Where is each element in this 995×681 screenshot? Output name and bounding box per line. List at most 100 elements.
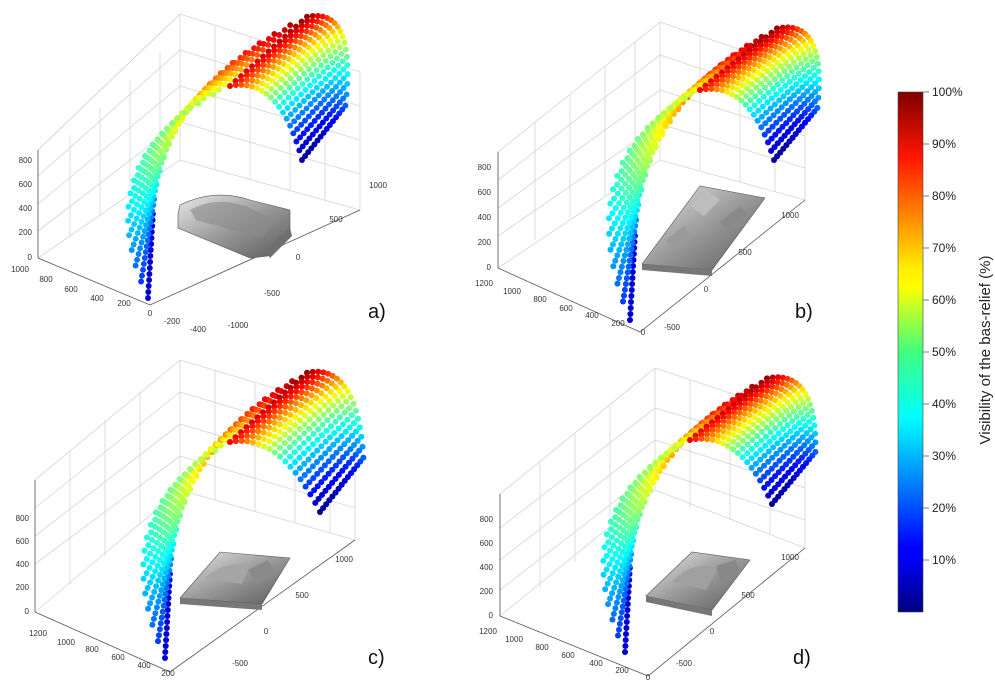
viewpoint-dot bbox=[291, 422, 298, 429]
viewpoint-dot bbox=[626, 316, 634, 324]
viewpoint-dot bbox=[612, 257, 619, 264]
viewpoint-dot bbox=[764, 99, 771, 106]
viewpoint-dot bbox=[158, 614, 165, 621]
viewpoint-dot bbox=[802, 390, 809, 398]
viewpoint-dot bbox=[128, 226, 135, 233]
viewpoint-dot bbox=[342, 428, 349, 435]
x-tick: 1000 bbox=[11, 265, 29, 274]
viewpoint-dot bbox=[316, 407, 323, 414]
viewpoint-dot bbox=[776, 457, 783, 464]
viewpoint-dot bbox=[317, 100, 324, 107]
bas-relief-model bbox=[641, 185, 766, 276]
viewpoint-dot bbox=[793, 81, 800, 88]
viewpoint-dot bbox=[777, 86, 784, 94]
viewpoint-dot bbox=[271, 408, 278, 415]
viewpoint-dots bbox=[600, 374, 819, 656]
viewpoint-dot bbox=[812, 48, 819, 55]
viewpoint-dot bbox=[314, 470, 321, 477]
viewpoint-dot bbox=[140, 575, 147, 582]
viewpoint-dot bbox=[763, 387, 770, 394]
viewpoint-dot bbox=[138, 278, 145, 285]
viewpoint-dot bbox=[632, 479, 639, 486]
viewpoint-dot bbox=[786, 457, 793, 464]
viewpoint-dot bbox=[133, 215, 140, 222]
viewpoint-dot bbox=[630, 208, 637, 215]
viewpoint-dot bbox=[249, 433, 256, 440]
viewpoint-dot bbox=[607, 246, 614, 253]
viewpoint-dot bbox=[798, 60, 805, 67]
viewpoint-dot bbox=[327, 423, 335, 430]
viewpoint-dot bbox=[260, 413, 267, 420]
viewpoint-dot bbox=[308, 392, 315, 399]
viewpoint-dot bbox=[293, 27, 300, 34]
viewpoint-dot bbox=[781, 67, 788, 75]
viewpoint-dot bbox=[320, 52, 327, 59]
viewpoint-dot bbox=[759, 420, 766, 427]
viewpoint-dot bbox=[743, 93, 750, 100]
viewpoint-dot bbox=[315, 92, 322, 99]
viewpoint-dot bbox=[787, 54, 795, 62]
viewpoint-dot bbox=[300, 130, 307, 137]
viewpoint-dot bbox=[629, 268, 636, 276]
y-tick: 500 bbox=[329, 215, 343, 224]
viewpoint-dot bbox=[800, 415, 807, 423]
x-tick: 200 bbox=[615, 666, 629, 675]
viewpoint-dot bbox=[763, 37, 770, 44]
viewpoint-dot bbox=[296, 465, 303, 472]
viewpoint-dot bbox=[268, 85, 275, 92]
viewpoint-dot bbox=[314, 18, 321, 25]
viewpoint-dot bbox=[271, 419, 278, 426]
colorbar-tick-label: 80% bbox=[932, 189, 956, 203]
y-tick: 0 bbox=[264, 627, 269, 636]
viewpoint-dot bbox=[627, 310, 634, 318]
viewpoint-dot bbox=[265, 68, 272, 75]
viewpoint-dot bbox=[314, 374, 321, 381]
viewpoint-dot bbox=[210, 91, 217, 98]
viewpoint-dot bbox=[607, 595, 614, 602]
viewpoint-dot bbox=[673, 100, 680, 107]
viewpoint-dot bbox=[243, 77, 250, 83]
viewpoint-dot bbox=[768, 500, 776, 508]
viewpoint-dot bbox=[604, 580, 611, 587]
viewpoint-dot bbox=[763, 41, 770, 49]
viewpoint-dot bbox=[334, 23, 341, 30]
viewpoint-dot bbox=[626, 235, 633, 242]
viewpoint-dot bbox=[734, 449, 741, 457]
panel-d: 0 200 400 600 800 1200 1000 800 600 400 … bbox=[479, 367, 819, 681]
viewpoint-dot bbox=[719, 81, 726, 88]
viewpoint-dot bbox=[338, 403, 345, 410]
viewpoint-dot bbox=[750, 111, 757, 118]
x-tick: 0 bbox=[148, 309, 153, 318]
viewpoint-dot bbox=[260, 429, 267, 436]
viewpoint-dot bbox=[336, 79, 343, 86]
viewpoint-dot bbox=[269, 70, 276, 77]
viewpoint-dot bbox=[720, 422, 727, 430]
viewpoint-dot bbox=[349, 455, 356, 462]
viewpoint-dot bbox=[301, 430, 308, 437]
viewpoint-dot bbox=[298, 378, 305, 385]
viewpoint-dot bbox=[126, 232, 133, 239]
viewpoint-dot bbox=[255, 45, 262, 52]
viewpoint-dot bbox=[143, 555, 150, 563]
viewpoint-dot bbox=[302, 404, 309, 411]
viewpoint-dot bbox=[772, 473, 779, 480]
viewpoint-dot bbox=[781, 416, 788, 423]
viewpoint-dot bbox=[271, 47, 278, 54]
viewpoint-dot bbox=[303, 139, 310, 146]
viewpoint-dot bbox=[204, 451, 211, 458]
colorbar-tick-label: 30% bbox=[932, 449, 956, 463]
viewpoint-dot bbox=[144, 584, 151, 591]
viewpoint-dot bbox=[280, 99, 287, 106]
viewpoint-dot bbox=[736, 415, 743, 422]
viewpoint-dot bbox=[623, 624, 630, 632]
viewpoint-dot bbox=[748, 455, 755, 462]
viewpoint-dot bbox=[195, 100, 202, 107]
viewpoint-dot bbox=[345, 405, 353, 412]
viewpoint-dot bbox=[764, 68, 771, 75]
viewpoint-dot bbox=[784, 89, 791, 96]
viewpoint-dot bbox=[619, 603, 626, 610]
viewpoint-dot bbox=[307, 399, 314, 406]
viewpoint-dot bbox=[773, 67, 780, 74]
viewpoint-dot bbox=[740, 430, 747, 437]
viewpoint-dot bbox=[281, 431, 288, 438]
